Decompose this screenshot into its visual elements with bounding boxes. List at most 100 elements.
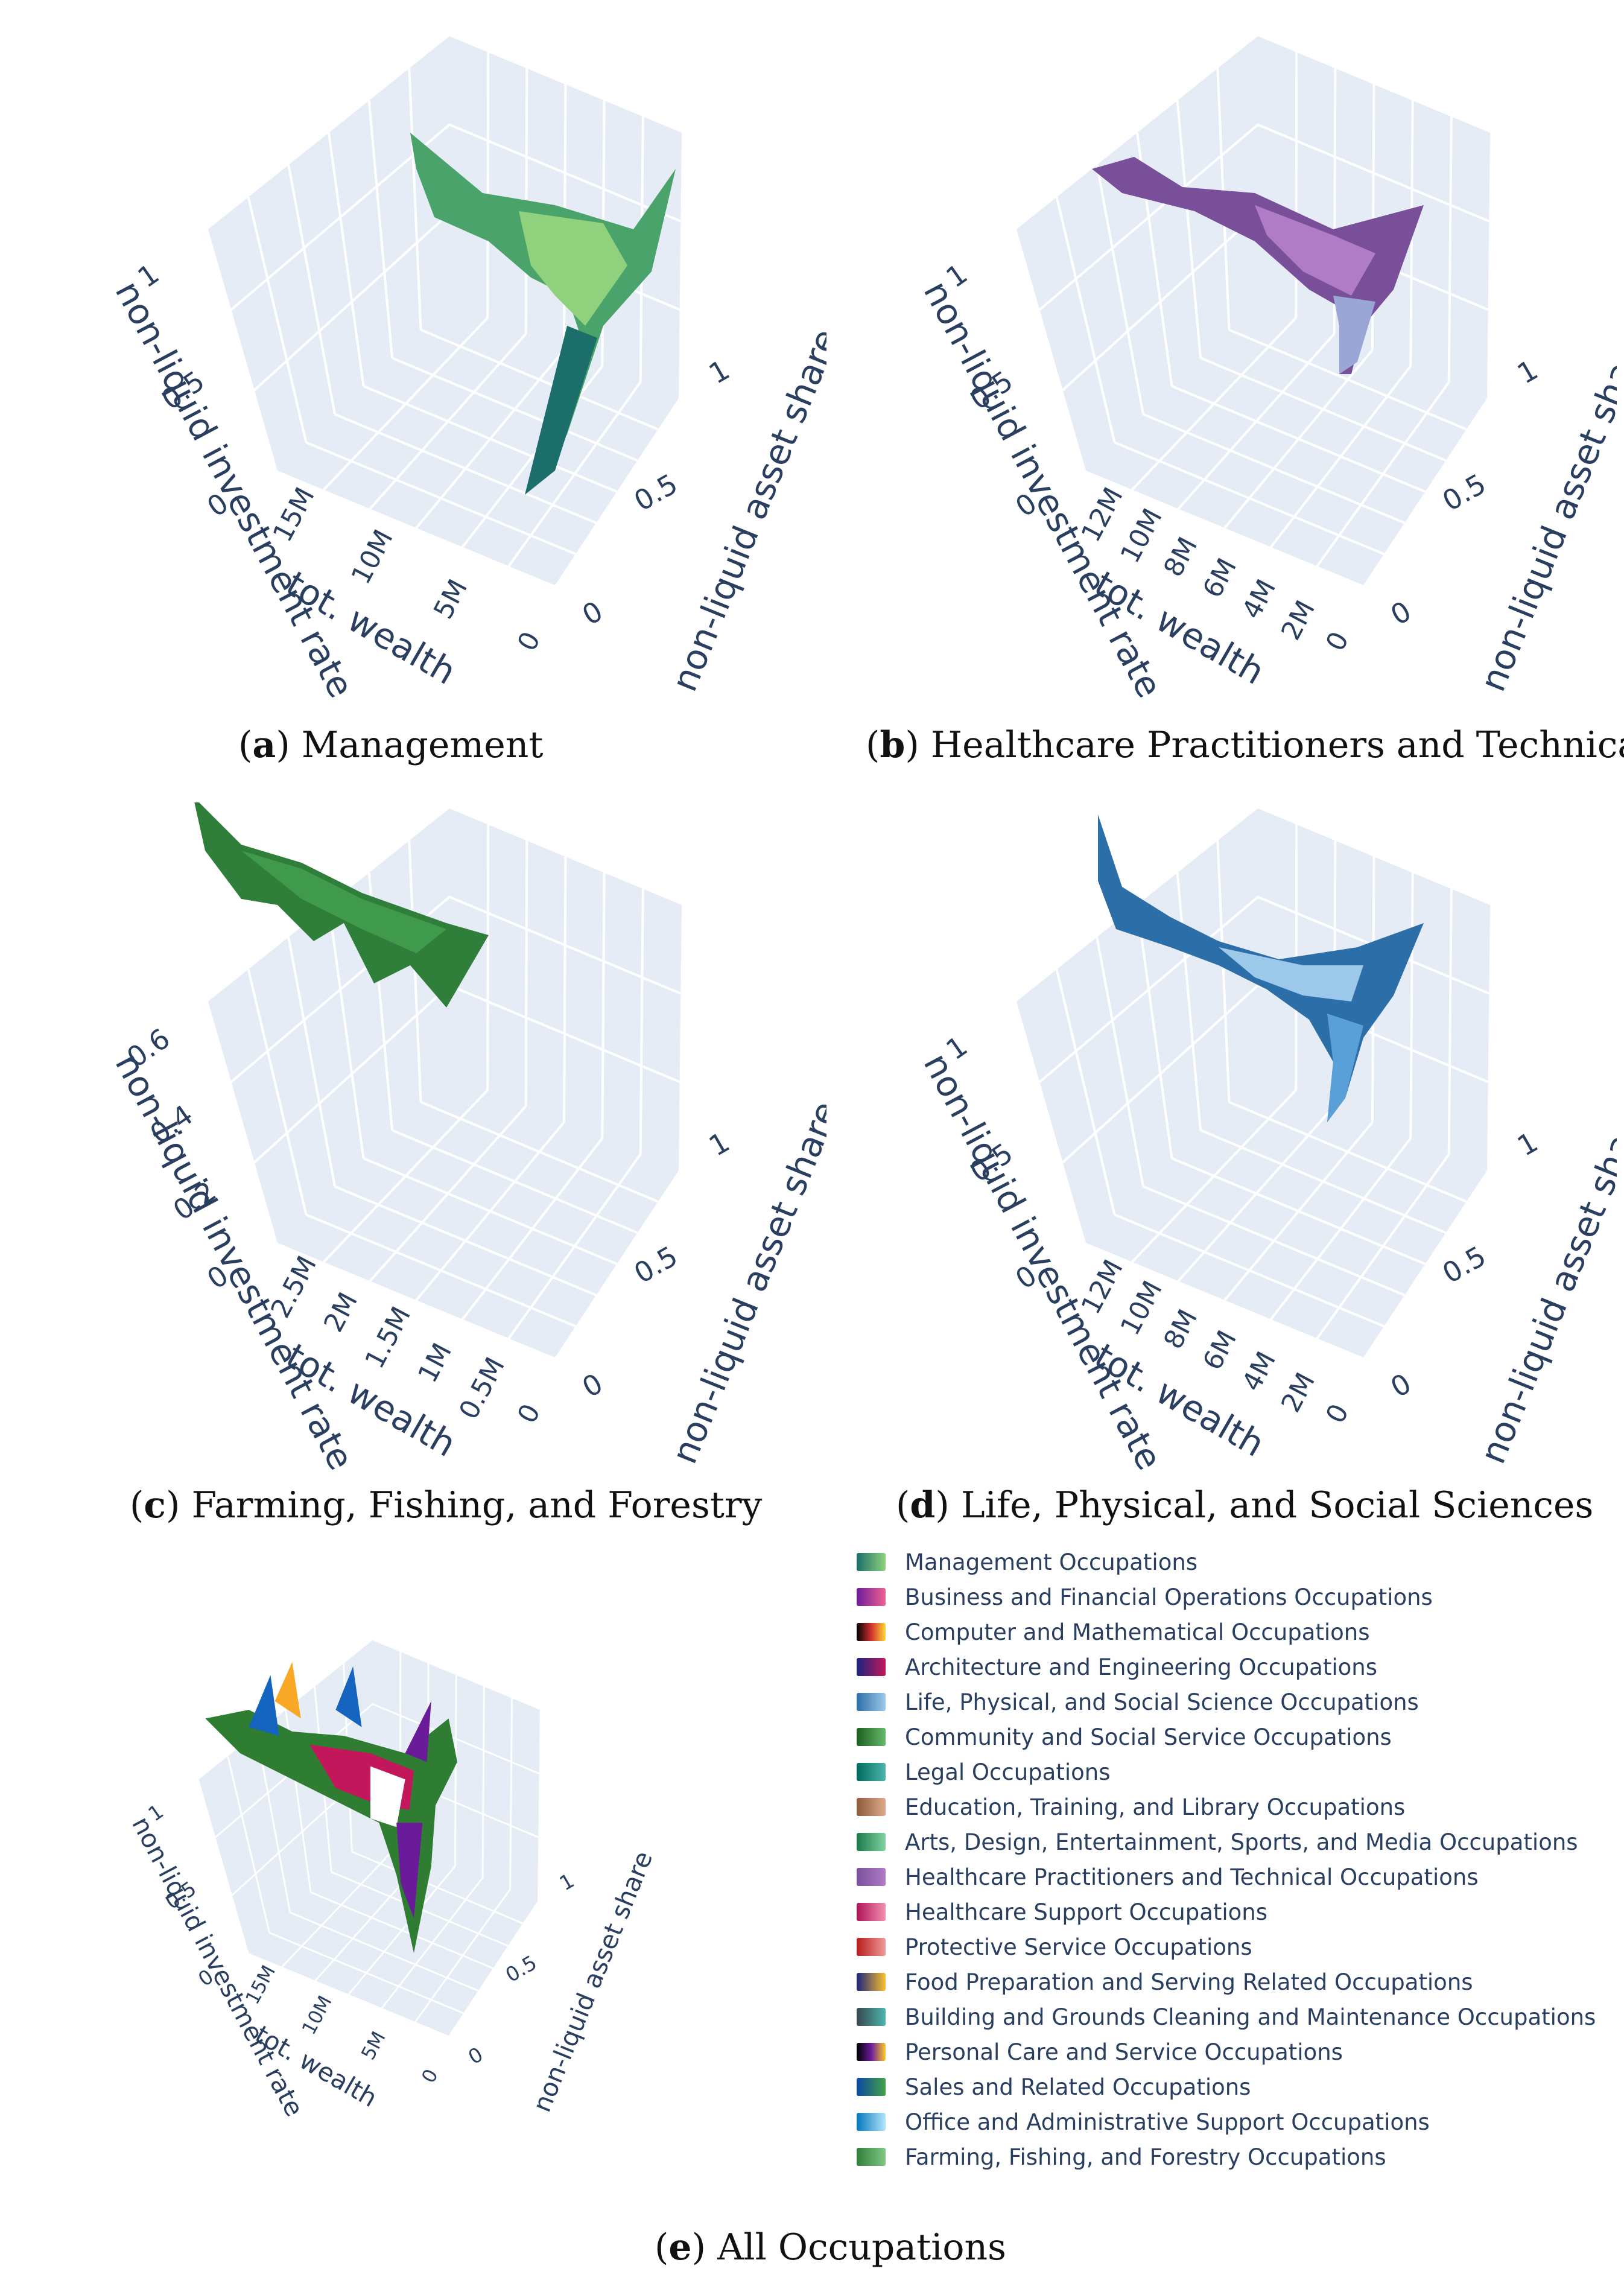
grid-line — [230, 123, 682, 311]
legend-swatch — [857, 1588, 886, 1606]
surface-a — [410, 133, 676, 495]
legend-item[interactable]: Management Occupations — [857, 1545, 1197, 1579]
x-tick-label: 8M — [1158, 532, 1204, 582]
y-axis-label: non-liquid asset share — [664, 1096, 826, 1470]
x-tick-label: 12M — [1076, 483, 1129, 547]
legend-item[interactable]: Healthcare Practitioners and Technical O… — [857, 1859, 1479, 1894]
legend-item[interactable]: Life, Physical, and Social Science Occup… — [857, 1684, 1419, 1719]
grid-line — [1055, 197, 1116, 443]
legend-label: Protective Service Occupations — [905, 1934, 1252, 1960]
legend-item[interactable]: Community and Social Service Occupations — [857, 1719, 1392, 1754]
grid-line — [1039, 895, 1490, 1083]
legend-label: Arts, Design, Entertainment, Sports, and… — [905, 1829, 1578, 1855]
legend-swatch — [857, 1938, 886, 1956]
legend-swatch — [857, 1868, 886, 1886]
panel-a: 1 0.5 0 non-liquid investment rate 15M 10M 5M 0… — [24, 12, 846, 718]
grid-line — [351, 1850, 524, 1925]
grid-line — [215, 1703, 540, 1838]
y-tick-label: 1 — [703, 353, 735, 390]
grid-line — [328, 132, 365, 387]
grid-line — [247, 197, 308, 443]
legend-label: Life, Physical, and Social Science Occup… — [905, 1689, 1419, 1715]
grid-line — [367, 100, 393, 358]
grid-line — [1055, 969, 1116, 1215]
x-tick-label: 6M — [1197, 1325, 1243, 1375]
caption-a: (a) Management — [238, 724, 544, 766]
grid-line — [601, 872, 606, 1138]
legend-swatch — [857, 1623, 886, 1641]
caption-e: (e) All Occupations — [655, 2226, 1006, 2268]
x-tick-label: 0 — [1320, 1399, 1355, 1429]
x-tick-label: 2M — [1275, 1368, 1321, 1417]
x-tick-label: 5M — [428, 574, 474, 624]
y-tick-label: 1 — [1512, 353, 1543, 390]
surface-b — [1092, 157, 1424, 374]
x-tick-label: 5M — [358, 2028, 390, 2063]
legend-item[interactable]: Office and Administrative Support Occupa… — [857, 2104, 1430, 2139]
x-tick-label: 0 — [512, 1399, 547, 1429]
y-tick-label: 0.5 — [1437, 1239, 1491, 1289]
y-tick-label: 1 — [1512, 1125, 1543, 1162]
legend-swatch — [857, 1973, 886, 1991]
legend-item[interactable]: Food Preparation and Serving Related Occ… — [857, 1964, 1473, 1999]
grid-line — [287, 936, 336, 1187]
grid-line — [420, 328, 659, 431]
x-tick-label: 2M — [1275, 595, 1321, 645]
panel-c: 0.6 0.4 0.2 0 non-liquid investment rate 2.5M… — [24, 796, 846, 1478]
y-tick-label: 0 — [464, 2042, 487, 2069]
legend-label: Computer and Mathematical Occupations — [905, 1619, 1370, 1645]
y-axis-label: non-liquid asset share — [527, 1847, 658, 2116]
x-tick-label: 15M — [267, 483, 321, 547]
x-tick-label: 0 — [512, 627, 547, 656]
x-tick-label: 10M — [1115, 504, 1169, 568]
grid-line — [1228, 1100, 1467, 1203]
legend-label: Community and Social Service Occupations — [905, 1724, 1392, 1750]
x-tick-label: 0.5M — [453, 1353, 511, 1424]
grid-line — [247, 969, 308, 1215]
grid-line — [230, 895, 682, 1083]
legend-item[interactable]: Business and Financial Operations Occupa… — [857, 1579, 1433, 1614]
legend-label: Personal Care and Service Occupations — [905, 2039, 1343, 2065]
legend-swatch — [857, 1833, 886, 1851]
legend-swatch — [857, 1798, 886, 1816]
legend-item[interactable]: Legal Occupations — [857, 1754, 1111, 1789]
caption-d: (d) Life, Physical, and Social Sciences — [896, 1484, 1594, 1526]
legend-item[interactable]: Arts, Design, Entertainment, Sports, and… — [857, 1824, 1578, 1859]
surface-e — [205, 1662, 457, 1954]
legend-swatch — [857, 1693, 886, 1711]
grid-line — [1216, 840, 1231, 1102]
legend-item[interactable]: Farming, Fishing, and Forestry Occupatio… — [857, 2139, 1386, 2174]
grid-line — [563, 856, 567, 1123]
legend-item[interactable]: Personal Care and Service Occupations — [857, 2034, 1343, 2069]
back-wall-left — [1017, 808, 1258, 1243]
grid-line — [486, 52, 490, 318]
legend-item[interactable]: Sales and Related Occupations — [857, 2069, 1251, 2104]
legend-label: Healthcare Support Occupations — [905, 1899, 1268, 1925]
y-tick-label: 1 — [556, 1868, 579, 1895]
grid-line — [1062, 983, 1489, 1164]
y-tick-label: 0.5 — [629, 467, 683, 517]
legend-label: Business and Financial Operations Occupa… — [905, 1584, 1433, 1610]
legend-item[interactable]: Architecture and Engineering Occupations — [857, 1649, 1377, 1684]
surface-d — [1098, 814, 1424, 1122]
legend-swatch — [857, 2008, 886, 2026]
x-tick-label: 0 — [418, 2066, 443, 2087]
x-tick-label: 2.5M — [265, 1251, 323, 1323]
grid-line — [1096, 936, 1144, 1187]
legend-item[interactable]: Building and Grounds Cleaning and Mainte… — [857, 1999, 1596, 2034]
grid-line — [287, 164, 336, 415]
panel-d: 1 0.5 0 non-liquid investment rate 12M 10M 8M 6… — [833, 802, 1624, 1478]
grid-line — [1228, 328, 1467, 431]
caption-b: (b) Healthcare Practitioners and Technic… — [866, 724, 1624, 766]
legend-item[interactable]: Protective Service Occupations — [857, 1929, 1252, 1964]
y-axis-label: non-liquid asset share — [664, 323, 826, 697]
legend-label: Sales and Related Occupations — [905, 2074, 1251, 2100]
legend-item[interactable]: Healthcare Support Occupations — [857, 1894, 1267, 1929]
x-tick-label: 10M — [298, 1992, 337, 2039]
legend-item[interactable]: Education, Training, and Library Occupat… — [857, 1789, 1405, 1824]
legend-item[interactable]: Computer and Mathematical Occupations — [857, 1614, 1370, 1649]
y-axis-label: non-liquid asset share — [1472, 1096, 1617, 1470]
